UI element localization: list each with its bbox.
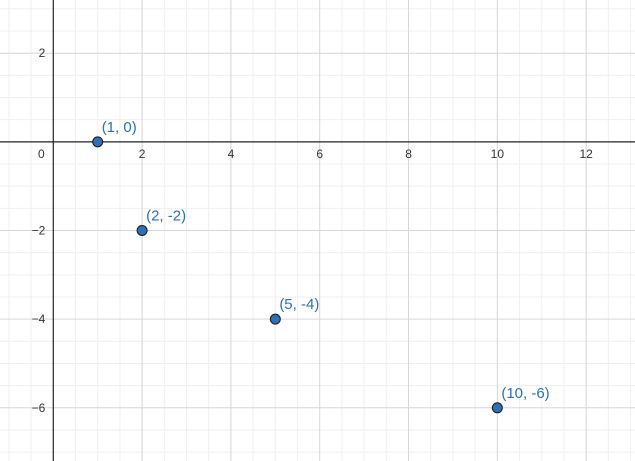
- y-tick-label: −2: [32, 224, 46, 238]
- y-tick-label: −6: [32, 401, 46, 415]
- data-point[interactable]: [491, 402, 503, 414]
- point-label: (5, -4): [279, 296, 319, 313]
- point-labels: (1, 0) (2, -2) (5, -4) (10, -6): [102, 119, 550, 402]
- x-tick-label: 8: [405, 147, 412, 161]
- x-tick-label: 2: [139, 147, 146, 161]
- data-point[interactable]: [92, 136, 104, 148]
- data-point[interactable]: [269, 313, 281, 325]
- point-label: (2, -2): [146, 208, 186, 225]
- data-points: [92, 136, 503, 414]
- y-tick-label: 2: [39, 46, 46, 60]
- x-tick-label: 4: [228, 147, 235, 161]
- y-tick-label: −4: [32, 312, 46, 326]
- tick-labels: 0 2 4 6 8 10 12 −6 −4 −2 2: [32, 46, 594, 415]
- data-point[interactable]: [136, 225, 148, 236]
- tick-label-origin: 0: [38, 147, 45, 161]
- point-label: (1, 0): [102, 119, 137, 136]
- x-tick-label: 10: [491, 147, 505, 161]
- x-tick-label: 6: [316, 147, 323, 161]
- x-tick-label: 12: [579, 147, 593, 161]
- point-label: (10, -6): [501, 385, 549, 402]
